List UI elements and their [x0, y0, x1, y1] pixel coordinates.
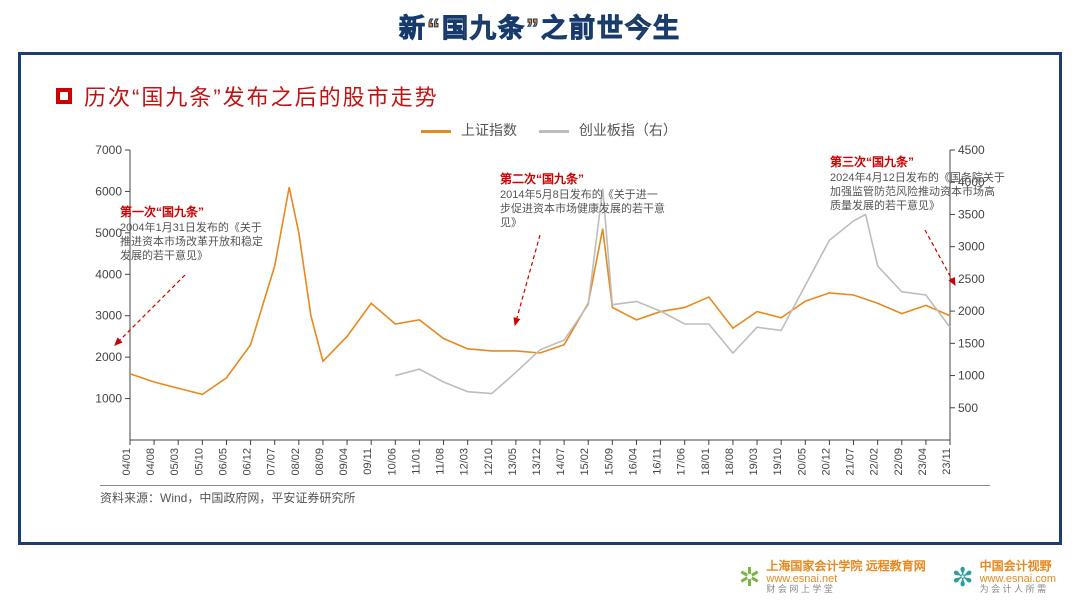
annotation-second: 第二次“国九条” 2014年5月8日发布的《关于进一步促进资本市场健康发展的若干意…	[500, 172, 665, 230]
annotation-body: 2004年1月31日发布的《关于推进资本市场改革开放和稳定发展的若干意见》	[120, 222, 263, 262]
annotation-third: 第三次“国九条” 2024年4月12日发布的《国务院关于加强监管防范风险推动资本市…	[830, 155, 1005, 213]
svg-text:10/06: 10/06	[386, 448, 398, 476]
svg-text:22/09: 22/09	[893, 448, 905, 476]
svg-text:04/01: 04/01	[121, 448, 133, 476]
svg-text:13/05: 13/05	[507, 448, 519, 476]
svg-text:11/08: 11/08	[435, 448, 447, 475]
svg-text:20/12: 20/12	[820, 448, 832, 476]
svg-text:05/03: 05/03	[169, 448, 181, 476]
logo2-tag: 为 会 计 人 所 需	[980, 585, 1056, 595]
svg-text:06/05: 06/05	[217, 448, 229, 476]
svg-text:1000: 1000	[95, 392, 122, 406]
svg-text:07/07: 07/07	[266, 448, 278, 476]
legend-swatch-1	[421, 130, 451, 133]
svg-text:11/01: 11/01	[410, 448, 422, 475]
svg-text:2000: 2000	[958, 304, 985, 318]
logo1-tag: 财 会 网 上 学 堂	[766, 585, 925, 595]
series-chinext	[395, 189, 950, 394]
legend-swatch-2	[539, 130, 569, 133]
bullet-icon	[56, 88, 72, 104]
svg-text:16/04: 16/04	[627, 448, 639, 476]
star-icon: ✼	[952, 564, 974, 590]
svg-text:7000: 7000	[95, 143, 122, 157]
svg-text:4000: 4000	[95, 267, 122, 281]
svg-text:20/05: 20/05	[796, 448, 808, 476]
title-bar: 新“国九条”之前世今生	[0, 8, 1080, 45]
svg-text:13/12: 13/12	[531, 448, 543, 476]
svg-text:18/01: 18/01	[700, 448, 712, 476]
svg-text:12/10: 12/10	[483, 448, 495, 476]
svg-text:6000: 6000	[95, 184, 122, 198]
svg-text:1000: 1000	[958, 369, 985, 383]
annotation-body: 2014年5月8日发布的《关于进一步促进资本市场健康发展的若干意见》	[500, 189, 665, 229]
bullet-row: 历次“国九条”发布之后的股市走势	[56, 80, 439, 112]
svg-text:500: 500	[958, 401, 978, 415]
svg-text:08/02: 08/02	[290, 448, 302, 476]
logo1-line1: 上海国家会计学院	[766, 559, 862, 573]
logo2-line1: 中国会计视野	[980, 560, 1056, 573]
slide: 新“国九条”之前世今生 历次“国九条”发布之后的股市走势 上证指数 创业板指（右…	[0, 0, 1080, 601]
svg-text:16/11: 16/11	[652, 448, 664, 475]
annotation-first: 第一次“国九条” 2004年1月31日发布的《关于推进资本市场改革开放和稳定发展的…	[120, 205, 270, 263]
annotation-body: 2024年4月12日发布的《国务院关于加强监管防范风险推动资本市场高质量发展的若…	[830, 172, 1005, 212]
svg-text:04/08: 04/08	[145, 448, 157, 476]
leaf-icon: ✲	[739, 564, 761, 590]
chart-legend: 上证指数 创业板指（右）	[70, 120, 1010, 140]
chart-area: 上证指数 创业板指（右） 1000 2000 3000 4000 5000 6000 700…	[70, 120, 1010, 500]
svg-text:2500: 2500	[958, 272, 985, 286]
svg-text:09/11: 09/11	[362, 448, 374, 475]
svg-text:15/02: 15/02	[579, 448, 591, 476]
svg-text:05/10: 05/10	[193, 448, 205, 476]
annotation-header: 第三次“国九条”	[830, 155, 1005, 170]
svg-text:2000: 2000	[95, 350, 122, 364]
svg-text:19/03: 19/03	[748, 448, 760, 476]
svg-text:3000: 3000	[958, 240, 985, 254]
footer-logos: ✲ 上海国家会计学院 远程教育网 www.esnai.net 财 会 网 上 学…	[739, 560, 1056, 595]
annotation-header: 第二次“国九条”	[500, 172, 665, 187]
bullet-text: 历次“国九条”发布之后的股市走势	[84, 80, 439, 112]
logo-esnai-com: ✼ 中国会计视野 www.esnai.com 为 会 计 人 所 需	[952, 560, 1056, 595]
svg-text:19/10: 19/10	[772, 448, 784, 476]
svg-text:18/08: 18/08	[724, 448, 736, 476]
svg-text:12/03: 12/03	[459, 448, 471, 476]
svg-text:09/04: 09/04	[338, 448, 350, 476]
svg-text:08/09: 08/09	[314, 448, 326, 476]
svg-text:15/09: 15/09	[603, 448, 615, 476]
svg-text:14/07: 14/07	[555, 448, 567, 476]
svg-text:23/04: 23/04	[917, 448, 929, 476]
annotation-header: 第一次“国九条”	[120, 205, 270, 220]
svg-text:3000: 3000	[95, 309, 122, 323]
svg-text:5000: 5000	[95, 226, 122, 240]
chart-source: 资料来源：Wind，中国政府网，平安证券研究所	[100, 485, 990, 506]
slide-title: 新“国九条”之前世今生	[399, 13, 681, 43]
svg-text:23/11: 23/11	[941, 448, 953, 475]
logo1-line2: 远程教育网	[866, 559, 926, 573]
legend-label-2: 创业板指（右）	[579, 122, 677, 138]
svg-text:1500: 1500	[958, 336, 985, 350]
svg-text:17/06: 17/06	[676, 448, 688, 476]
svg-text:06/12: 06/12	[242, 448, 254, 476]
legend-label-1: 上证指数	[461, 122, 517, 138]
svg-text:22/02: 22/02	[869, 448, 881, 476]
logo-esnai-net: ✲ 上海国家会计学院 远程教育网 www.esnai.net 财 会 网 上 学…	[739, 560, 926, 595]
svg-text:21/07: 21/07	[845, 448, 857, 476]
